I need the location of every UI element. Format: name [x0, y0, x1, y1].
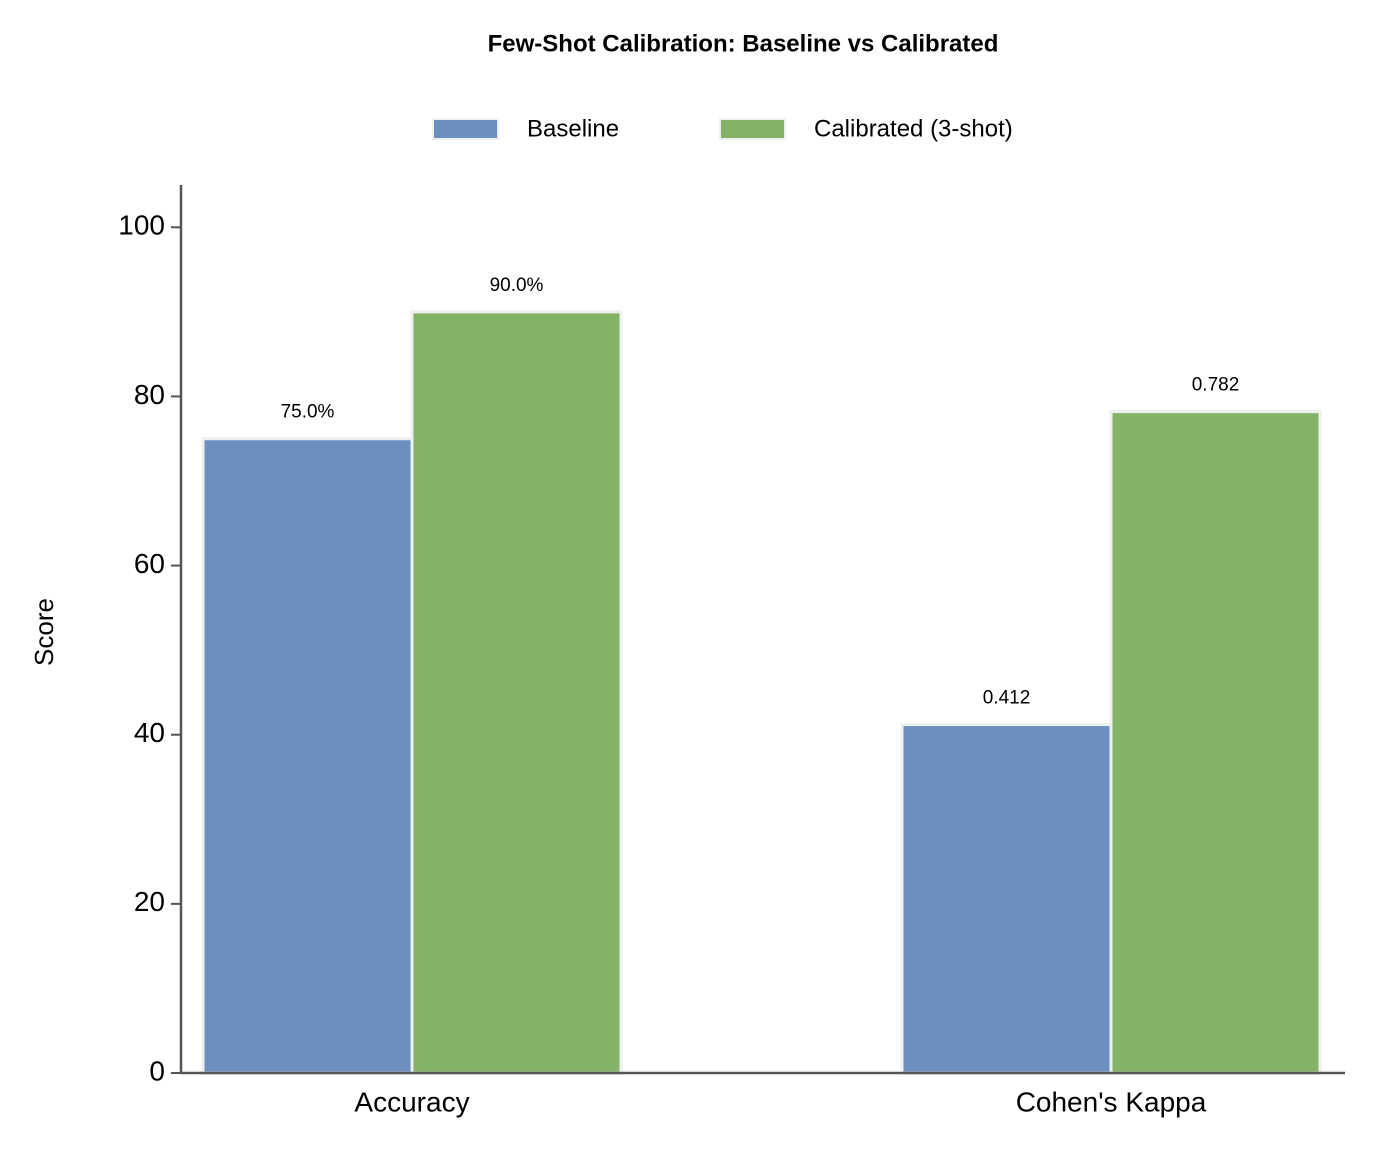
value-label: 90.0%	[490, 275, 544, 296]
y-tick-label: 100	[118, 210, 165, 241]
bar	[410, 310, 623, 1075]
y-tick-label: 20	[134, 886, 165, 917]
x-tick-label: Accuracy	[354, 1086, 469, 1117]
legend-swatch	[432, 118, 499, 140]
legend-swatch	[719, 118, 786, 140]
y-tick-label: 0	[149, 1055, 165, 1086]
value-label: 75.0%	[281, 402, 335, 423]
y-tick-label: 40	[134, 717, 165, 748]
y-tick-label: 80	[134, 379, 165, 410]
legend-label: Calibrated (3-shot)	[814, 115, 1013, 142]
y-tick-label: 60	[134, 548, 165, 579]
value-label: 0.412	[983, 688, 1031, 709]
bar	[201, 437, 414, 1075]
bar	[900, 723, 1113, 1075]
y-axis-label: Score	[29, 598, 59, 666]
bar	[1109, 410, 1322, 1075]
x-tick-label: Cohen's Kappa	[1016, 1086, 1207, 1117]
value-label: 0.782	[1192, 375, 1240, 396]
chart-title: Few-Shot Calibration: Baseline vs Calibr…	[488, 30, 999, 57]
legend-label: Baseline	[527, 115, 619, 142]
